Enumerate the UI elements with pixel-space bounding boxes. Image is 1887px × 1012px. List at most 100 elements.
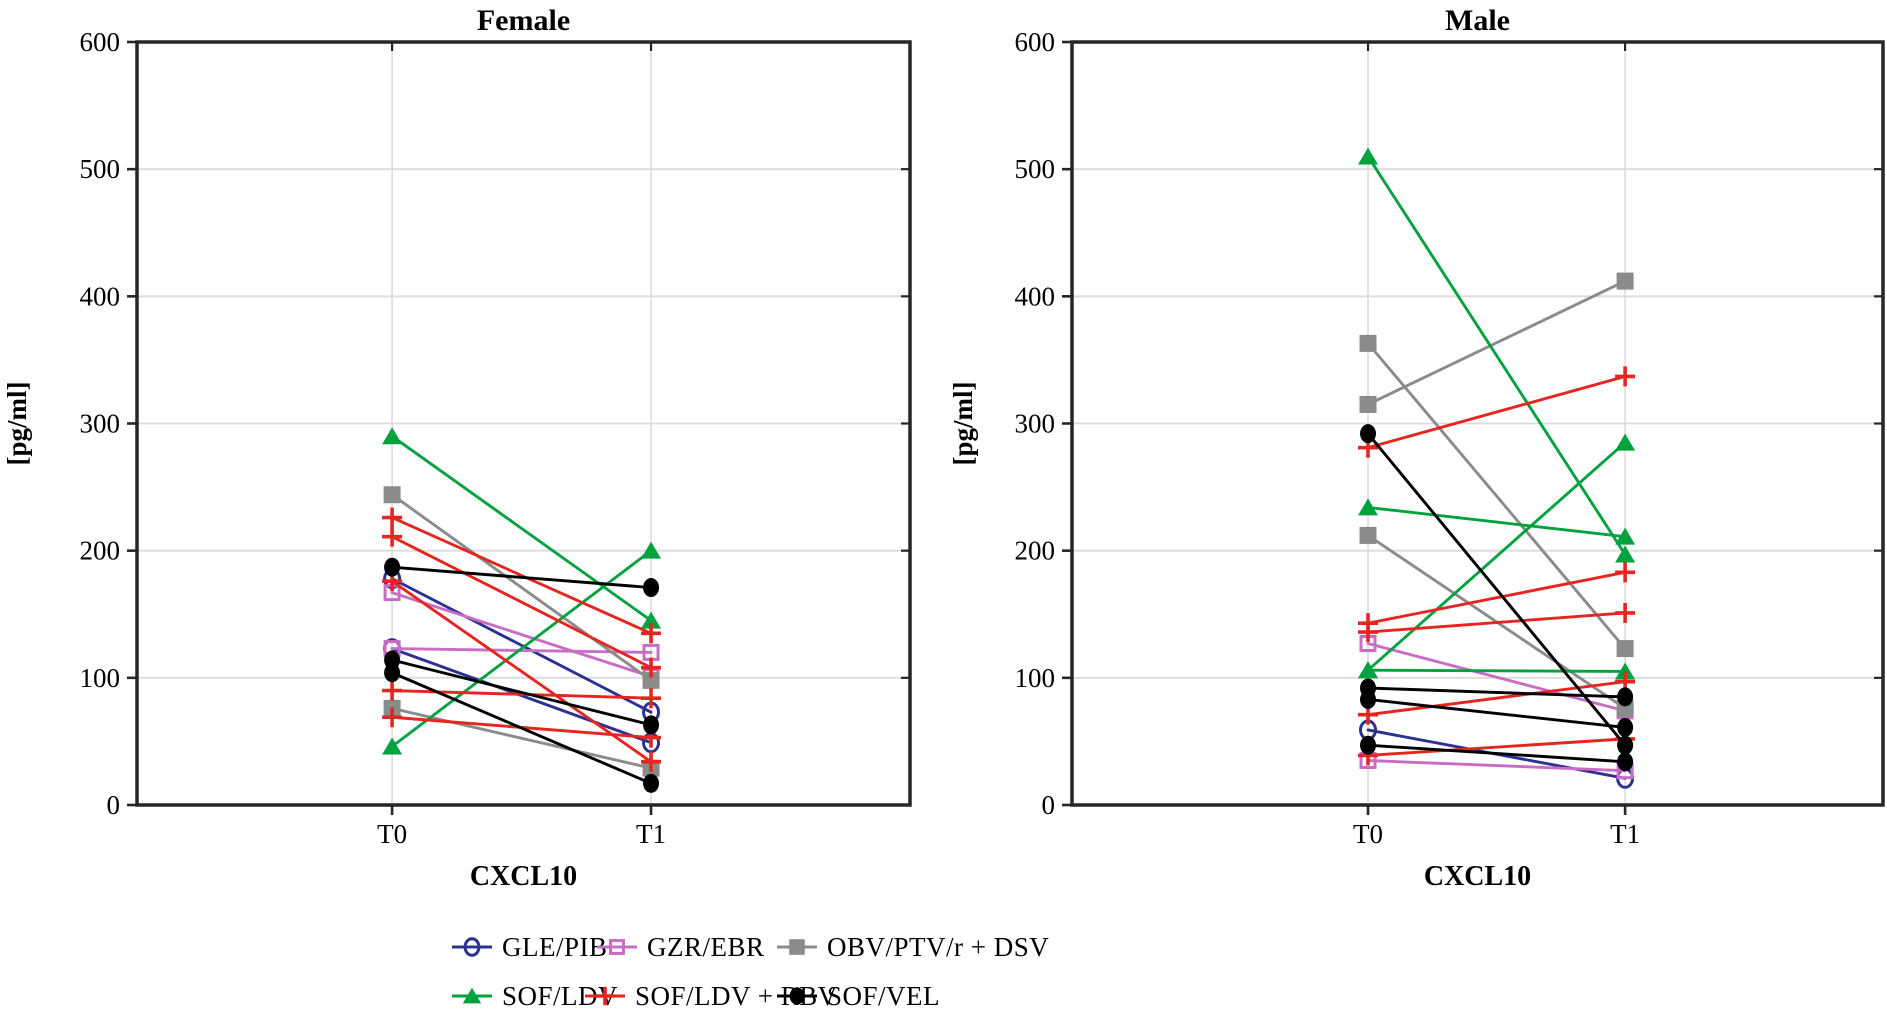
y-tick-label: 300	[80, 409, 121, 439]
series-line	[1366, 642, 1627, 713]
x-tick-label: T0	[377, 819, 407, 849]
series-line	[1366, 611, 1627, 634]
marker-filled-triangle	[641, 541, 662, 559]
marker-filled-circle	[384, 557, 401, 577]
legend-marker-filled-square-icon	[777, 939, 817, 955]
marker-filled-circle	[1617, 687, 1634, 707]
series-line	[1366, 279, 1627, 406]
legend-label-sof-vel: SOF/VEL	[827, 980, 941, 1011]
y-tick-label: 600	[1015, 27, 1056, 57]
marker-filled-square	[1359, 395, 1377, 413]
marker-filled-square	[383, 486, 401, 504]
y-tick-label: 200	[80, 536, 121, 566]
x-axis-label: CXCL10	[1424, 861, 1531, 892]
y-tick-label: 0	[107, 790, 121, 820]
series-sof-ldv-rbv	[1358, 366, 1636, 766]
marker-filled-square	[642, 671, 660, 689]
marker-filled-circle	[1617, 717, 1634, 737]
series-sof-vel	[384, 557, 660, 793]
legend-label-sof-ldv: SOF/LDV	[502, 980, 619, 1011]
panel-title: Female	[477, 4, 570, 37]
series-line	[390, 579, 653, 764]
marker-filled-circle	[643, 715, 660, 735]
series-line	[390, 647, 653, 654]
y-axis-label: [pg/ml]	[948, 382, 978, 466]
marker-filled-square	[1616, 272, 1634, 290]
marker-filled-circle	[643, 773, 660, 793]
legend-marker-filled-circle-icon	[777, 987, 817, 1005]
series-line	[1366, 432, 1627, 747]
marker-filled-triangle	[1358, 498, 1379, 516]
series-line	[390, 434, 653, 623]
x-tick-label: T0	[1353, 819, 1383, 849]
marker-filled-triangle	[1358, 661, 1379, 679]
series-line	[390, 535, 653, 670]
male-panel: 0 100 200 300 400 500 600 T0 T1 Male CXCL10 [pg/ml]	[948, 4, 1885, 892]
marker-filled-circle	[1617, 752, 1634, 772]
marker-open-circle	[463, 937, 481, 957]
legend-label-sof-ldv-rbv: SOF/LDV + RBV	[635, 980, 838, 1011]
legend-item-sof-ldv: SOF/LDV	[450, 980, 618, 1012]
series-line	[390, 706, 653, 770]
series-line	[1366, 680, 1627, 717]
marker-filled-triangle	[641, 611, 662, 629]
marker-filled-triangle	[1615, 545, 1636, 563]
series-line	[1366, 374, 1627, 450]
marker-filled-square	[789, 939, 805, 955]
series-line	[1366, 570, 1627, 625]
marker-filled-circle	[789, 987, 805, 1005]
legend-label-gle-pib: GLE/PIB	[502, 931, 608, 962]
legend-item-gzr-ebr: GZR/EBR	[595, 931, 765, 963]
legend-item-gle-pib: GLE/PIB	[450, 931, 608, 963]
marker-filled-triangle	[1358, 147, 1379, 165]
series-line	[390, 671, 653, 785]
legend-label-gzr-ebr: GZR/EBR	[647, 931, 765, 962]
y-tick-label: 400	[1015, 281, 1056, 311]
y-tick-label: 200	[1015, 536, 1056, 566]
series-sof-vel	[1360, 424, 1634, 772]
y-tick-label: 100	[80, 663, 121, 693]
series-line	[1366, 154, 1627, 556]
marker-filled-square	[1359, 526, 1377, 544]
panel-title: Male	[1445, 4, 1510, 37]
series-line	[390, 591, 653, 679]
series-line	[1366, 698, 1627, 729]
x-tick-label: T1	[1610, 819, 1640, 849]
y-tick-label: 300	[1015, 409, 1056, 439]
x-tick-label: T1	[636, 819, 666, 849]
legend-item-sof-ldv-rbv: SOF/LDV + RBV	[583, 980, 838, 1012]
legend-marker-open-circle-icon	[452, 937, 492, 957]
marker-filled-square	[1359, 334, 1377, 352]
legend-label-obv-ptv-dsv: OBV/PTV/r + DSV	[827, 931, 1050, 962]
female-panel: 0 100 200 300 400 500 600 T0 T1 Female CXCL10 [pg/m…	[2, 4, 912, 892]
legend-marker-plus-icon	[585, 986, 625, 1006]
legend-item-sof-vel: SOF/VEL	[775, 980, 940, 1012]
marker-filled-triangle	[1615, 433, 1636, 451]
series-line	[1366, 743, 1627, 764]
marker-filled-circle	[1617, 735, 1634, 755]
series-line	[1366, 668, 1627, 673]
series-line	[1366, 737, 1627, 757]
y-tick-label: 500	[80, 154, 121, 184]
y-tick-label: 100	[1015, 663, 1056, 693]
series-line	[1366, 441, 1627, 672]
y-tick-label: 0	[1042, 790, 1056, 820]
series-line	[1366, 505, 1627, 539]
series-sof-ldv	[382, 427, 662, 755]
marker-filled-triangle	[1615, 527, 1636, 545]
marker-filled-circle	[384, 663, 401, 683]
marker-filled-circle	[643, 578, 660, 598]
marker-filled-triangle	[1615, 662, 1636, 680]
marker-open-square	[609, 939, 625, 955]
series-line	[390, 493, 653, 682]
series-obv-ptv-r-dsv	[1359, 272, 1634, 717]
marker-filled-circle	[1360, 689, 1377, 709]
series-line	[390, 516, 653, 635]
series-line	[390, 658, 653, 727]
x-axis-label: CXCL10	[470, 861, 577, 892]
series-line	[1366, 686, 1627, 699]
marker-filled-circle	[1360, 424, 1377, 444]
series-sof-ldv	[1358, 147, 1636, 680]
series-gzr-ebr	[1359, 634, 1634, 780]
